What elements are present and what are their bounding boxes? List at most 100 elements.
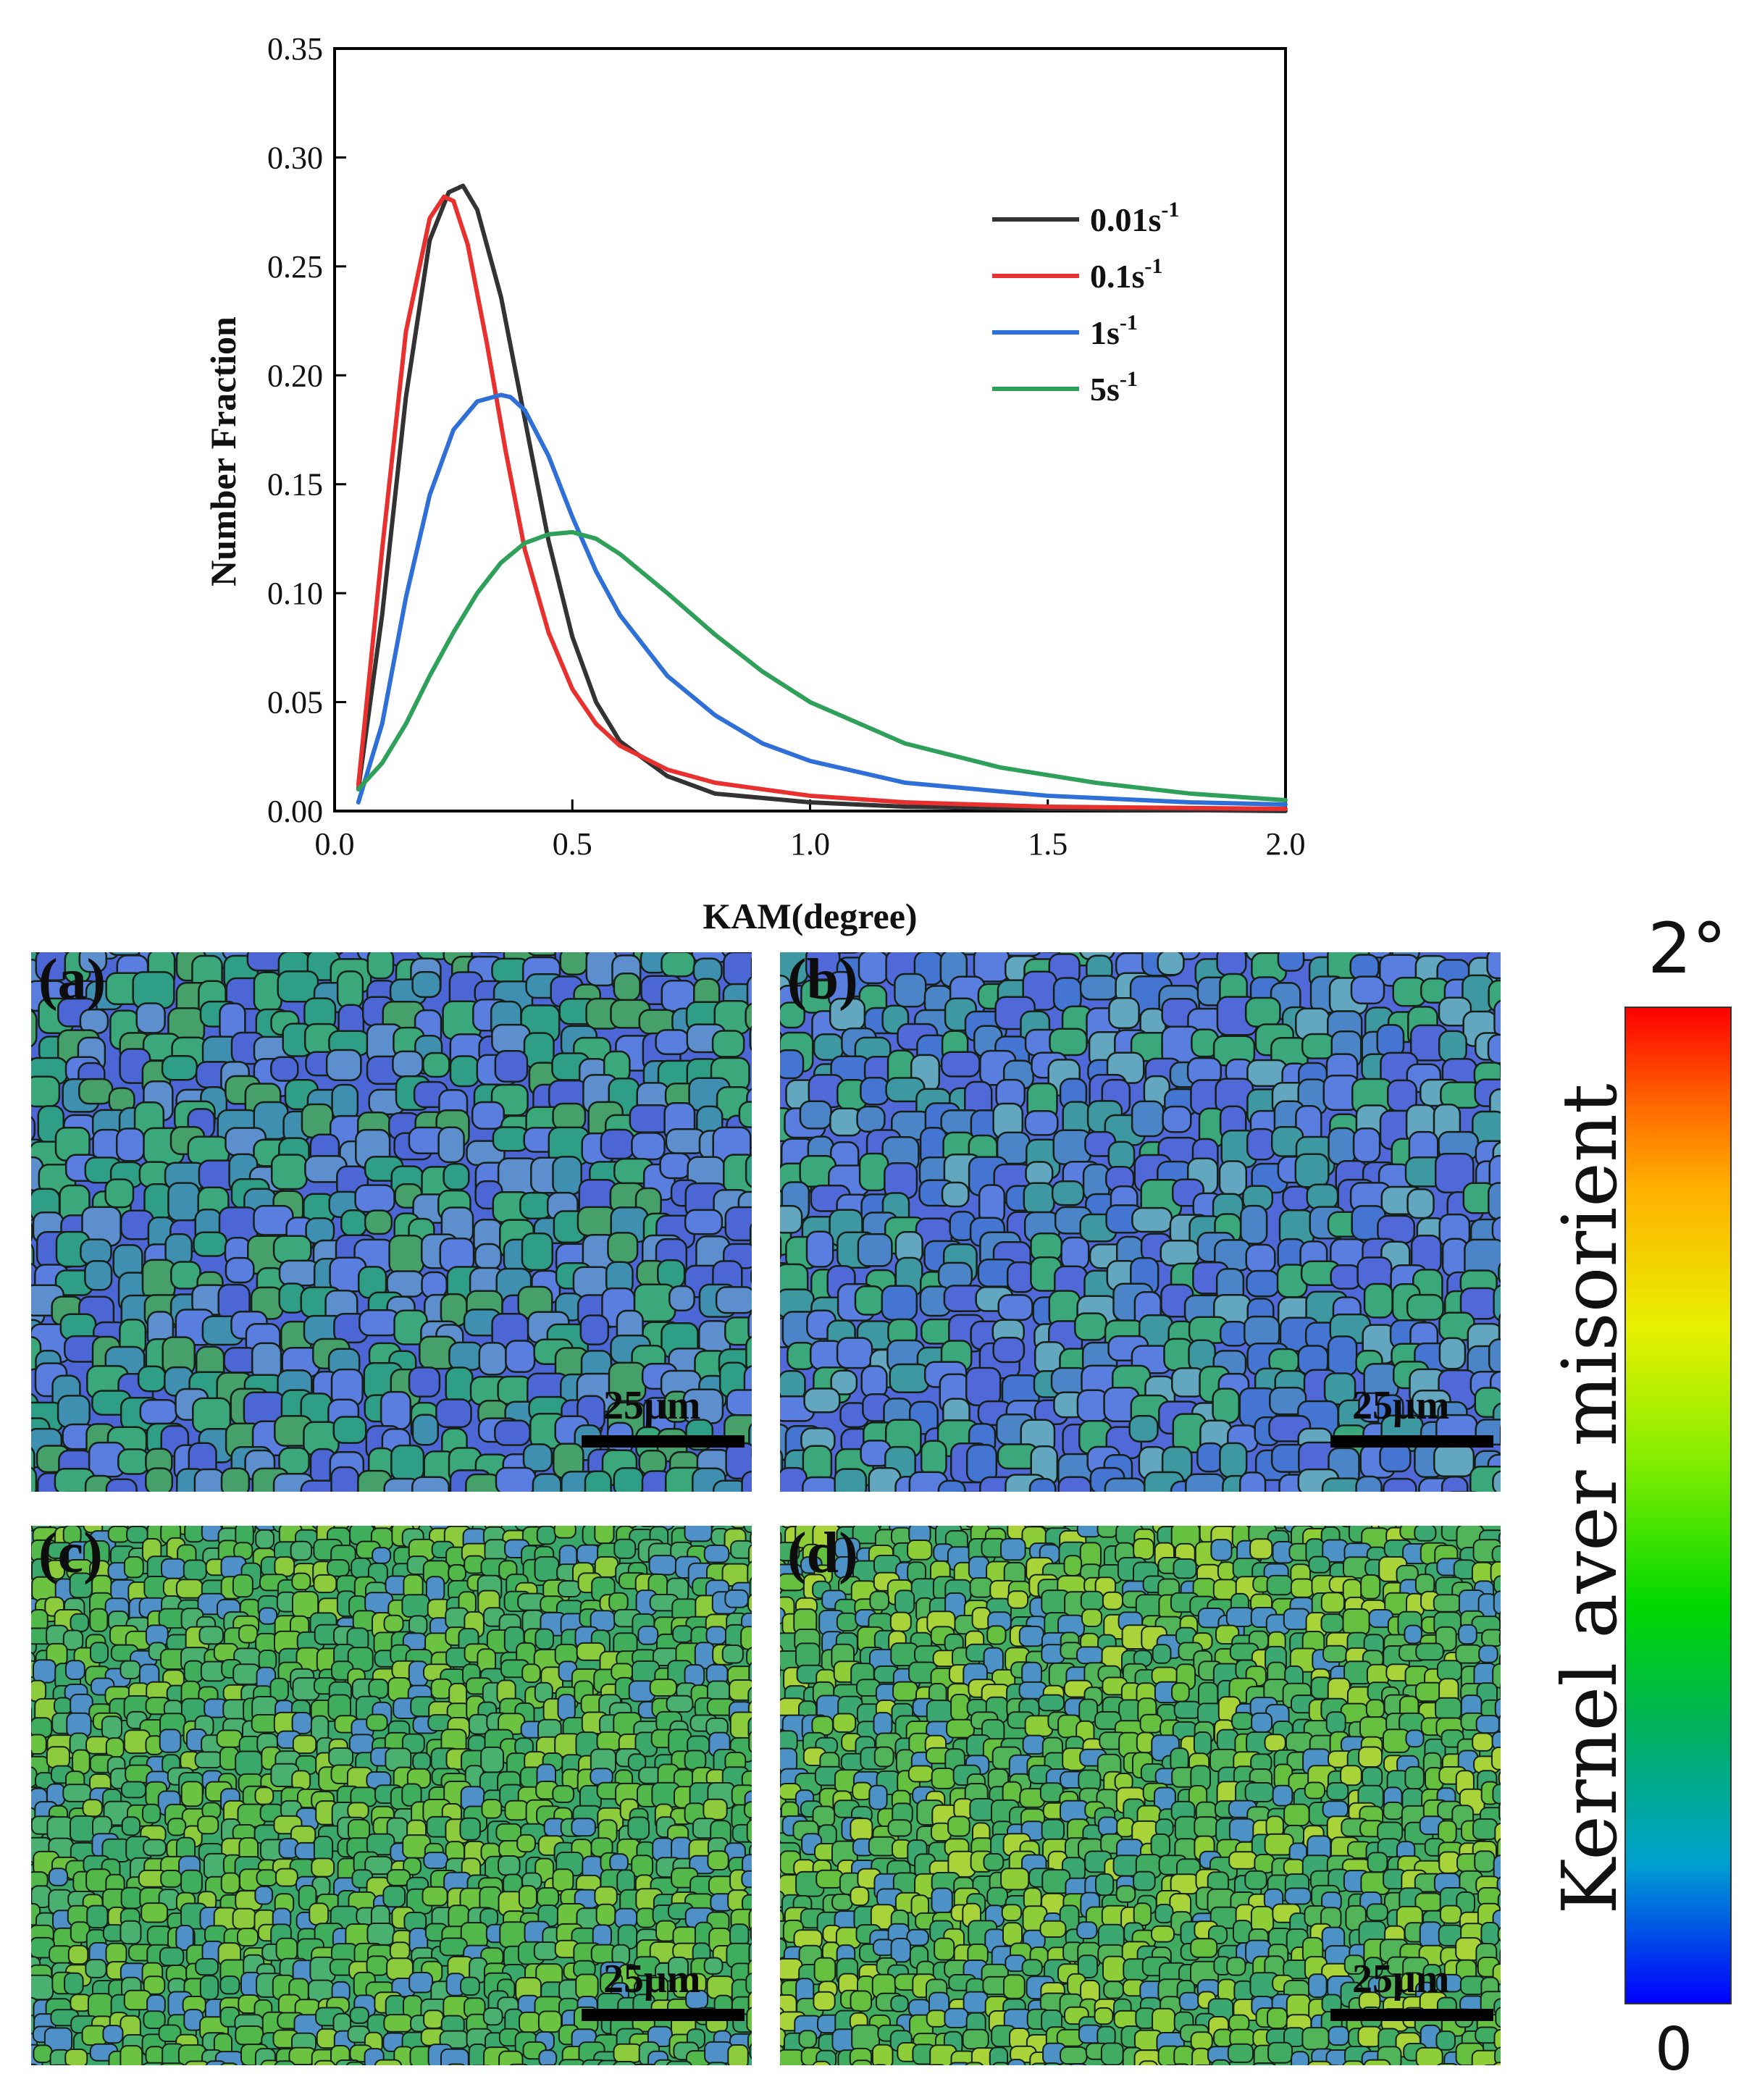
grain <box>1455 1644 1483 1664</box>
y-tick-label: 0.20 <box>267 358 323 393</box>
grain <box>107 1526 130 1543</box>
grain <box>1433 1444 1475 1478</box>
grain <box>613 973 641 1001</box>
grain <box>729 1679 752 1701</box>
grain <box>423 1852 448 1870</box>
kam-map-b: (b) 25μm <box>780 952 1501 1492</box>
grain <box>1196 1442 1224 1473</box>
grain <box>119 1660 141 1680</box>
grain <box>498 2050 524 2065</box>
grain <box>941 1181 970 1208</box>
grain <box>1057 1476 1092 1492</box>
grain <box>802 1476 839 1492</box>
grain <box>471 1101 505 1130</box>
grain <box>949 2062 970 2065</box>
grain <box>780 1449 784 1475</box>
grain <box>408 1972 434 1994</box>
grain <box>1320 1613 1344 1634</box>
grain <box>494 1050 529 1083</box>
grain <box>1492 1784 1501 1805</box>
grain-texture <box>31 1526 752 2065</box>
grain <box>1096 1526 1119 1538</box>
grain <box>557 1694 576 1721</box>
grain <box>159 1729 182 1753</box>
grain <box>552 1102 587 1131</box>
grain <box>746 1647 752 1667</box>
grain <box>1435 1697 1462 1721</box>
grain <box>411 1414 439 1446</box>
grain <box>1497 1926 1501 1942</box>
grain <box>1097 1816 1119 1836</box>
grain <box>1102 1955 1126 1983</box>
grain <box>1325 1711 1346 1734</box>
grain <box>1266 1574 1293 1596</box>
grain <box>1321 1477 1364 1492</box>
grain <box>1498 1610 1501 1624</box>
grain <box>684 1209 724 1235</box>
grain <box>1173 2045 1195 2065</box>
series-line-3 <box>356 529 1288 802</box>
grain <box>1131 1206 1173 1233</box>
grain <box>1488 1182 1501 1220</box>
grain <box>358 1309 401 1337</box>
grain <box>115 1127 145 1162</box>
grain <box>1246 1127 1276 1161</box>
grain <box>1306 1183 1339 1210</box>
grain <box>119 1920 142 1945</box>
grain <box>1364 1957 1383 1978</box>
grain <box>1267 2041 1293 2064</box>
grain <box>1493 1284 1501 1322</box>
grain <box>1376 1024 1405 1058</box>
grain <box>366 952 395 980</box>
grain <box>1498 1771 1501 1786</box>
grain <box>1077 1954 1099 1979</box>
grain <box>33 1659 56 1684</box>
grain <box>332 1416 367 1444</box>
grain <box>1150 1833 1171 1857</box>
grain <box>314 2059 336 2065</box>
grain <box>894 973 927 1008</box>
grain <box>609 1853 629 1872</box>
grain <box>72 1749 91 1775</box>
grain <box>661 952 696 978</box>
grain <box>1051 1180 1085 1206</box>
grain <box>1272 1784 1293 1807</box>
grain <box>31 1734 47 1755</box>
grain <box>1107 1141 1136 1171</box>
grain <box>135 1002 166 1034</box>
grain <box>860 1077 890 1106</box>
grain <box>613 1538 637 1559</box>
kam-map-c: (c) 25μm <box>31 1526 752 2065</box>
grain <box>907 1765 934 1783</box>
grain <box>745 1335 752 1374</box>
grain <box>1039 1920 1067 1938</box>
grain <box>193 1231 228 1257</box>
grain <box>237 1928 259 1947</box>
grain <box>46 1746 70 1769</box>
grain <box>627 1816 650 1840</box>
grain <box>944 2007 969 2029</box>
grain <box>1041 1818 1065 1841</box>
grain <box>1095 1873 1115 1897</box>
grain <box>48 1868 69 1886</box>
grain <box>380 1390 411 1430</box>
grain <box>892 1681 918 1702</box>
grain <box>1133 1902 1152 1926</box>
grain <box>1414 1526 1437 1542</box>
grain <box>1154 1904 1174 1924</box>
grain <box>328 1747 354 1767</box>
grain <box>423 2009 444 2029</box>
grain <box>613 2043 642 2063</box>
grain <box>1219 1442 1248 1479</box>
grain <box>648 1555 677 1576</box>
grain <box>536 1887 560 1907</box>
grain <box>940 1051 981 1078</box>
grain <box>167 1182 201 1222</box>
grain <box>238 1624 259 1644</box>
grain <box>1458 1624 1477 1645</box>
grain <box>534 1628 555 1650</box>
grain <box>275 1868 298 1887</box>
grain <box>70 1613 90 1632</box>
